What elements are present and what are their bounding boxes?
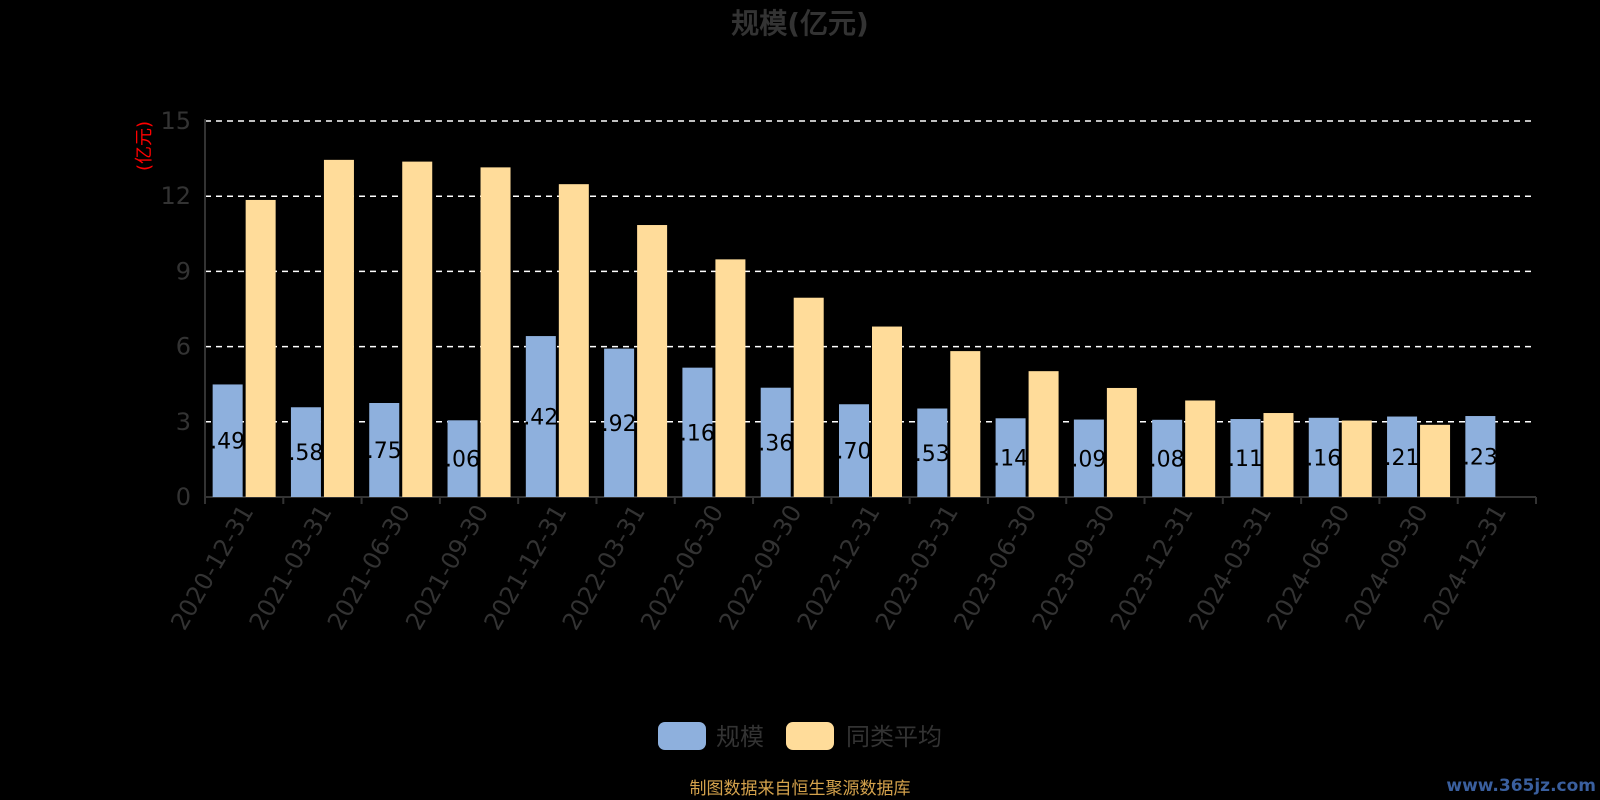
bar-scale[interactable]	[1308, 417, 1339, 497]
data-label-scale: .70	[837, 440, 872, 465]
data-label-scale: .23	[1463, 446, 1498, 471]
bar-average[interactable]	[1263, 413, 1294, 497]
data-label-scale: .75	[367, 439, 402, 464]
legend: 规模 同类平均	[658, 722, 942, 751]
y-tick-label: 0	[176, 483, 191, 511]
bar-scale[interactable]	[839, 404, 869, 497]
x-tick-label: 2022-03-31	[557, 500, 651, 635]
bar-average[interactable]	[872, 326, 902, 497]
y-tick-label: 15	[160, 107, 191, 135]
data-label-scale: .09	[1071, 447, 1106, 472]
data-label-scale: .11	[1228, 447, 1263, 472]
bar-scale[interactable]	[1073, 419, 1104, 497]
x-tick-label: 2021-09-30	[400, 500, 494, 635]
bar-average[interactable]	[1106, 387, 1137, 497]
bar-scale[interactable]	[525, 336, 556, 497]
bar-average[interactable]	[1185, 400, 1216, 497]
legend-label-scale[interactable]: 规模	[716, 723, 764, 751]
bar-scale[interactable]	[917, 408, 948, 497]
watermark: www.365jz.com	[1446, 776, 1596, 796]
data-label-scale: .08	[1150, 447, 1185, 472]
data-label-scale: .49	[210, 430, 245, 455]
y-tick-labels: 0 3 6 9 12 15	[160, 107, 191, 511]
y-tick-label: 9	[176, 257, 191, 285]
x-tick-label: 2024-03-31	[1183, 500, 1277, 635]
x-tick-label: 2021-06-30	[322, 500, 416, 635]
data-label-scale: .14	[993, 447, 1028, 472]
x-tick-label: 2023-09-30	[1027, 500, 1121, 635]
bar-average[interactable]	[402, 161, 433, 497]
x-tick-label: 2020-12-31	[165, 500, 259, 635]
bar-scale[interactable]	[369, 403, 400, 497]
bar-average[interactable]	[245, 199, 276, 497]
bar-average[interactable]	[637, 225, 668, 497]
x-tick-label: 2024-09-30	[1340, 500, 1434, 635]
bar-average[interactable]	[558, 184, 589, 497]
bar-scale[interactable]	[1465, 416, 1496, 497]
data-labels: .49 .58 .75 .06 .42 .92 .16 .36 .70 .53 .14 .09 .08.…	[210, 406, 1498, 473]
x-tick-label: 2021-12-31	[479, 500, 573, 635]
bar-scale[interactable]	[604, 348, 635, 497]
legend-swatch-scale[interactable]	[658, 722, 706, 750]
data-label-scale: .16	[1306, 446, 1341, 471]
data-label-scale: .21	[1385, 446, 1420, 471]
legend-swatch-average[interactable]	[786, 722, 834, 750]
bar-average[interactable]	[323, 159, 354, 497]
bar-scale[interactable]	[1387, 416, 1418, 497]
x-tick-label: 2022-09-30	[713, 500, 807, 635]
bar-scale[interactable]	[212, 384, 243, 497]
data-label-scale: .53	[915, 442, 950, 467]
bar-average[interactable]	[950, 351, 981, 497]
x-tick-label: 2024-12-31	[1418, 500, 1512, 635]
bar-average[interactable]	[793, 297, 824, 497]
bar-average[interactable]	[1341, 420, 1372, 497]
x-tick-label: 2021-03-31	[244, 500, 338, 635]
x-tick-label: 2022-12-31	[792, 500, 886, 635]
bar-scale[interactable]	[995, 418, 1026, 497]
bar-average[interactable]	[1028, 371, 1059, 497]
data-label-scale: .92	[602, 412, 637, 437]
bar-average[interactable]	[715, 259, 746, 497]
x-tick-label: 2023-03-31	[870, 500, 964, 635]
bar-scale[interactable]	[1230, 419, 1261, 497]
data-label-scale: .42	[523, 406, 558, 431]
x-tick-label: 2023-12-31	[1105, 500, 1199, 635]
y-tick-label: 6	[176, 333, 191, 361]
y-axis-label: (亿元)	[134, 121, 155, 171]
source-note: 制图数据来自恒生聚源数据库	[690, 779, 911, 799]
chart-title: 规模(亿元)	[731, 7, 869, 40]
y-tick-label: 12	[160, 182, 191, 210]
y-tick-label: 3	[176, 408, 191, 436]
data-label-scale: .16	[680, 421, 715, 446]
legend-label-average[interactable]: 同类平均	[846, 723, 942, 751]
bar-average[interactable]	[1420, 424, 1451, 497]
bar-scale[interactable]	[682, 367, 713, 497]
x-tick-label: 2023-06-30	[948, 500, 1042, 635]
x-tick-label: 2024-06-30	[1261, 500, 1355, 635]
bars	[212, 159, 1496, 497]
bar-scale[interactable]	[760, 387, 791, 497]
data-label-scale: .36	[758, 431, 793, 456]
x-tick-label: 2022-06-30	[635, 500, 729, 635]
bar-average[interactable]	[480, 167, 511, 497]
x-tick-labels: 2020-12-312021-03-312021-06-302021-09-30…	[165, 500, 1512, 635]
data-label-scale: .06	[445, 448, 480, 473]
bar-scale[interactable]	[1152, 419, 1183, 497]
data-label-scale: .58	[288, 441, 323, 466]
bar-scale[interactable]	[447, 420, 478, 497]
bar-scale[interactable]	[290, 407, 321, 497]
